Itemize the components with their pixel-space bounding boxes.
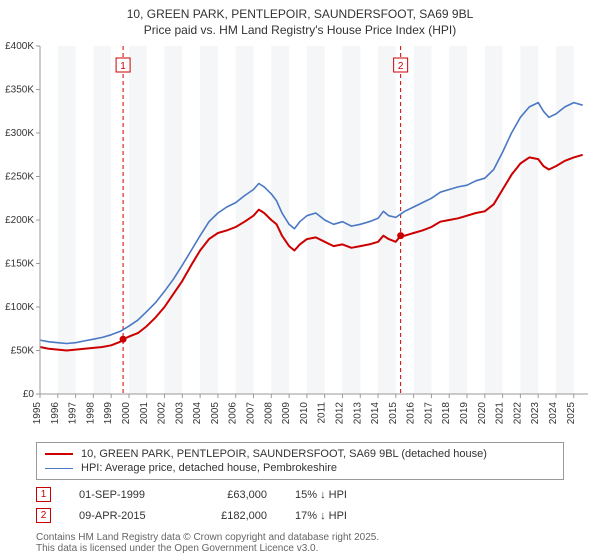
svg-text:£50K: £50K bbox=[11, 346, 35, 357]
svg-text:2016: 2016 bbox=[406, 402, 417, 425]
svg-text:2019: 2019 bbox=[459, 402, 470, 425]
svg-text:2001: 2001 bbox=[139, 402, 150, 425]
line-chart: £0 £50K £100K £150K £200K £250K £300K £350K £400… bbox=[0, 38, 600, 438]
svg-text:1998: 1998 bbox=[85, 402, 96, 425]
legend-label-hpi: HPI: Average price, detached house, Pemb… bbox=[81, 462, 337, 474]
event-diff-2: 17% ↓ HPI bbox=[295, 510, 385, 522]
legend-item-property: 10, GREEN PARK, PENTLEPOIR, SAUNDERSFOOT… bbox=[45, 447, 555, 461]
event-list: 1 01-SEP-1999 £63,000 15% ↓ HPI 2 09-APR… bbox=[36, 484, 564, 526]
svg-text:1: 1 bbox=[120, 61, 126, 72]
svg-text:2024: 2024 bbox=[548, 402, 559, 425]
svg-text:£100K: £100K bbox=[5, 302, 34, 313]
event-diff-1: 15% ↓ HPI bbox=[295, 489, 385, 501]
svg-text:2015: 2015 bbox=[388, 402, 399, 425]
event-date-1: 01-SEP-1999 bbox=[79, 489, 169, 501]
svg-text:1995: 1995 bbox=[32, 402, 43, 425]
svg-text:£200K: £200K bbox=[5, 215, 34, 226]
svg-text:2: 2 bbox=[398, 61, 404, 72]
svg-text:1997: 1997 bbox=[68, 402, 79, 425]
svg-text:2002: 2002 bbox=[157, 402, 168, 425]
svg-text:2005: 2005 bbox=[210, 402, 221, 425]
event-price-2: £182,000 bbox=[197, 510, 267, 522]
event-row-1: 1 01-SEP-1999 £63,000 15% ↓ HPI bbox=[36, 484, 564, 505]
title-line2: Price paid vs. HM Land Registry's House … bbox=[0, 22, 600, 38]
svg-text:£0: £0 bbox=[23, 389, 35, 400]
legend-label-property: 10, GREEN PARK, PENTLEPOIR, SAUNDERSFOOT… bbox=[81, 448, 487, 460]
svg-text:1999: 1999 bbox=[103, 402, 114, 425]
svg-text:2012: 2012 bbox=[334, 402, 345, 425]
svg-text:2006: 2006 bbox=[228, 402, 239, 425]
svg-text:2004: 2004 bbox=[192, 402, 203, 425]
svg-text:£350K: £350K bbox=[5, 85, 34, 96]
chart-area: £0 £50K £100K £150K £200K £250K £300K £350K £400… bbox=[0, 38, 600, 438]
svg-text:2021: 2021 bbox=[495, 402, 506, 425]
svg-text:2020: 2020 bbox=[477, 402, 488, 425]
svg-text:2010: 2010 bbox=[299, 402, 310, 425]
svg-text:2008: 2008 bbox=[263, 402, 274, 425]
title-line1: 10, GREEN PARK, PENTLEPOIR, SAUNDERSFOOT… bbox=[0, 6, 600, 22]
svg-text:2018: 2018 bbox=[441, 402, 452, 425]
legend-swatch-property bbox=[45, 453, 73, 455]
event-marker-1: 1 bbox=[36, 487, 51, 502]
svg-text:2017: 2017 bbox=[423, 402, 434, 425]
event-marker-2: 2 bbox=[36, 508, 51, 523]
legend-swatch-hpi bbox=[45, 468, 73, 469]
legend-item-hpi: HPI: Average price, detached house, Pemb… bbox=[45, 461, 555, 475]
footnote-line1: Contains HM Land Registry data © Crown c… bbox=[36, 532, 564, 543]
svg-text:2011: 2011 bbox=[317, 402, 328, 424]
svg-text:2007: 2007 bbox=[246, 402, 257, 425]
footnote-line2: This data is licensed under the Open Gov… bbox=[36, 543, 564, 554]
event-row-2: 2 09-APR-2015 £182,000 17% ↓ HPI bbox=[36, 505, 564, 526]
svg-text:2022: 2022 bbox=[512, 402, 523, 425]
event-date-2: 09-APR-2015 bbox=[79, 510, 169, 522]
svg-text:£300K: £300K bbox=[5, 128, 34, 139]
svg-text:£250K: £250K bbox=[5, 172, 34, 183]
svg-text:1996: 1996 bbox=[50, 402, 61, 425]
svg-text:2023: 2023 bbox=[530, 402, 541, 425]
svg-text:2009: 2009 bbox=[281, 402, 292, 425]
svg-text:2013: 2013 bbox=[352, 402, 363, 425]
svg-text:2025: 2025 bbox=[566, 402, 577, 425]
footnote: Contains HM Land Registry data © Crown c… bbox=[0, 528, 600, 554]
chart-title: 10, GREEN PARK, PENTLEPOIR, SAUNDERSFOOT… bbox=[0, 0, 600, 38]
svg-text:£150K: £150K bbox=[5, 259, 34, 270]
event-price-1: £63,000 bbox=[197, 489, 267, 501]
svg-text:2014: 2014 bbox=[370, 402, 381, 425]
svg-text:2000: 2000 bbox=[121, 402, 132, 425]
legend: 10, GREEN PARK, PENTLEPOIR, SAUNDERSFOOT… bbox=[36, 442, 564, 480]
svg-text:2003: 2003 bbox=[174, 402, 185, 425]
svg-text:£400K: £400K bbox=[5, 41, 34, 52]
